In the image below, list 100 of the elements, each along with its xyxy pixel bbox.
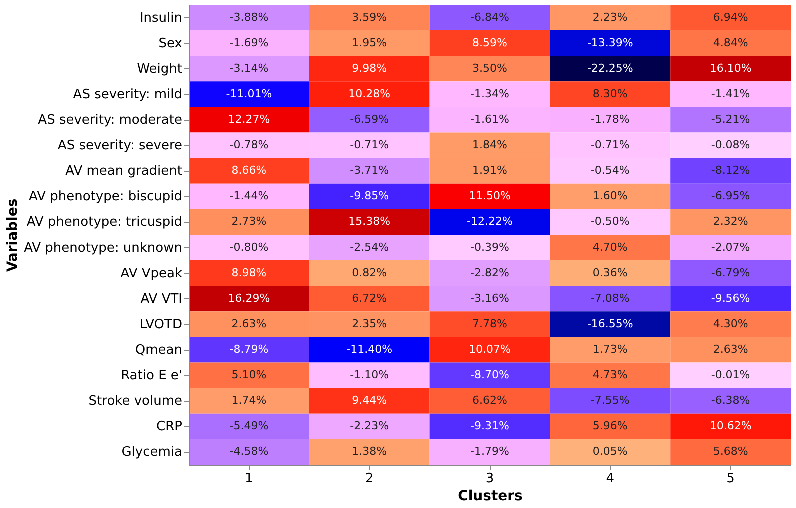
data-label: 9.44% xyxy=(352,394,388,408)
data-label: -2.82% xyxy=(470,266,510,280)
data-label: -0.01% xyxy=(711,368,750,382)
data-label: 8.30% xyxy=(592,87,628,100)
data-label: 1.38% xyxy=(352,445,388,458)
data-label: 4.84% xyxy=(713,36,748,50)
data-label: -1.34% xyxy=(470,87,510,100)
data-label: -9.56% xyxy=(711,292,750,305)
data-label: -0.78% xyxy=(230,138,269,152)
data-label: 2.23% xyxy=(592,10,628,24)
y-tick-label: AV phenotype: biscupid xyxy=(29,190,182,205)
data-label: -9.85% xyxy=(350,190,390,203)
y-tick-label: AV mean gradient xyxy=(66,164,182,180)
data-label: -8.70% xyxy=(470,368,510,382)
data-label: -11.40% xyxy=(346,343,393,356)
data-label: 10.28% xyxy=(348,87,391,100)
y-tick-label: AS severity: mild xyxy=(73,87,182,102)
data-label: -3.16% xyxy=(470,292,510,305)
data-label: -3.71% xyxy=(350,164,390,178)
data-label: 7.78% xyxy=(472,317,508,330)
data-label: 8.66% xyxy=(232,164,267,178)
data-label: -7.55% xyxy=(590,394,630,408)
data-label: -7.08% xyxy=(590,292,630,305)
data-label: 16.10% xyxy=(710,62,752,75)
data-label: 3.59% xyxy=(352,10,388,24)
data-label: 1.84% xyxy=(472,138,508,152)
data-label: 1.74% xyxy=(232,394,267,408)
data-label: 2.35% xyxy=(352,317,388,330)
data-label: -16.55% xyxy=(587,317,634,330)
data-label: -5.21% xyxy=(711,113,750,126)
data-label: 6.62% xyxy=(472,394,508,408)
data-label: 1.60% xyxy=(592,190,628,203)
data-label: -3.88% xyxy=(230,10,269,24)
y-tick-label: Glycemia xyxy=(122,445,182,460)
data-label: 10.07% xyxy=(469,343,511,356)
data-label: 5.96% xyxy=(592,420,628,433)
data-label: -6.84% xyxy=(470,10,510,24)
x-axis-title: Clusters xyxy=(458,488,523,504)
data-label: -22.25% xyxy=(587,62,634,75)
data-label: -4.58% xyxy=(230,445,269,458)
data-label: -6.38% xyxy=(711,394,750,408)
y-tick-label: AV Vpeak xyxy=(120,266,183,282)
data-label: -9.31% xyxy=(470,420,510,433)
x-tick-label: 5 xyxy=(726,472,735,486)
data-label: 3.50% xyxy=(472,62,508,75)
y-tick-label: Sex xyxy=(158,36,183,52)
data-label: -1.69% xyxy=(230,36,269,50)
y-tick-label: LVOTD xyxy=(140,317,182,332)
data-label: -0.39% xyxy=(470,240,510,254)
y-tick-label: Qmean xyxy=(135,343,182,358)
data-label: -8.12% xyxy=(711,164,750,178)
y-tick-label: Ratio E e' xyxy=(121,368,182,384)
data-label: -0.71% xyxy=(590,138,630,152)
data-label: 6.72% xyxy=(352,292,388,305)
data-label: 0.36% xyxy=(592,266,628,280)
data-label: 5.10% xyxy=(232,368,267,382)
data-label: 9.98% xyxy=(352,62,388,75)
y-tick-label: Weight xyxy=(137,62,182,77)
data-label: -1.10% xyxy=(350,368,390,382)
data-label: 1.91% xyxy=(472,164,508,178)
data-label: -6.95% xyxy=(711,190,750,203)
data-label: -13.39% xyxy=(587,36,634,50)
data-label: 4.70% xyxy=(592,240,628,254)
data-label: 4.30% xyxy=(713,317,748,330)
y-tick-label: Insulin xyxy=(140,10,182,26)
data-label: -2.07% xyxy=(711,240,750,254)
data-label: 11.50% xyxy=(469,190,511,203)
data-label: 2.32% xyxy=(713,215,748,228)
x-tick-label: 3 xyxy=(486,472,494,486)
data-label: -2.54% xyxy=(350,240,390,254)
data-label: -5.49% xyxy=(230,420,269,433)
y-tick-label: AS severity: severe xyxy=(58,138,182,154)
y-tick-label: AS severity: moderate xyxy=(38,113,182,128)
data-label: -1.44% xyxy=(230,190,269,203)
data-label: 1.95% xyxy=(352,36,388,50)
data-label: -1.78% xyxy=(590,113,630,126)
data-label: 4.73% xyxy=(592,368,628,382)
y-tick-label: AV VTI xyxy=(140,292,182,307)
y-tick-label: CRP xyxy=(156,420,183,435)
data-label: 0.05% xyxy=(592,445,628,458)
data-label: -11.01% xyxy=(226,87,272,100)
data-label: 10.62% xyxy=(710,420,752,433)
data-label: -1.41% xyxy=(711,87,750,100)
data-label: 1.73% xyxy=(592,343,628,356)
y-tick-label: Stroke volume xyxy=(88,394,182,410)
data-label: 2.63% xyxy=(232,317,267,330)
data-label: 5.68% xyxy=(713,445,748,458)
y-axis-title: Variables xyxy=(5,198,22,272)
data-label: 2.63% xyxy=(713,343,748,356)
x-tick-label: 2 xyxy=(365,472,374,486)
data-label: -8.79% xyxy=(230,343,269,356)
x-tick-label: 1 xyxy=(245,472,254,486)
data-label: -0.08% xyxy=(711,138,750,152)
data-label: -0.50% xyxy=(590,215,630,228)
data-label: 15.38% xyxy=(348,215,391,228)
data-label: 2.73% xyxy=(232,215,267,228)
y-tick-label: AV phenotype: tricuspid xyxy=(26,215,182,230)
data-label: -0.54% xyxy=(590,164,630,178)
data-label: -0.80% xyxy=(230,240,269,254)
data-label: -2.23% xyxy=(350,420,390,433)
